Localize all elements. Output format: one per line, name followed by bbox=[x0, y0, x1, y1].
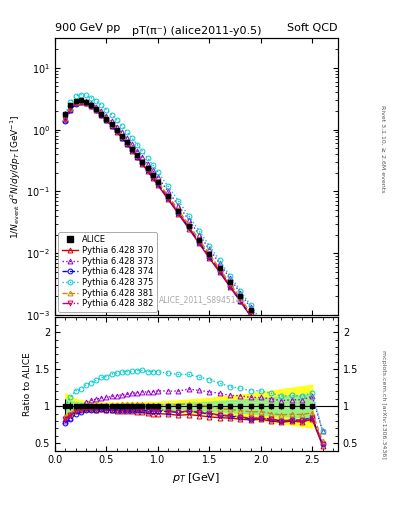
Text: ALICE_2011_S8945144: ALICE_2011_S8945144 bbox=[158, 295, 246, 304]
Legend: ALICE, Pythia 6.428 370, Pythia 6.428 373, Pythia 6.428 374, Pythia 6.428 375, P: ALICE, Pythia 6.428 370, Pythia 6.428 37… bbox=[58, 232, 156, 311]
Title: pT(π⁻) (alice2011-y0.5): pT(π⁻) (alice2011-y0.5) bbox=[132, 26, 261, 36]
Text: 900 GeV pp: 900 GeV pp bbox=[55, 23, 120, 33]
X-axis label: $p_T\;[\rm GeV]$: $p_T\;[\rm GeV]$ bbox=[173, 471, 220, 485]
Text: Soft QCD: Soft QCD bbox=[288, 23, 338, 33]
Y-axis label: Ratio to ALICE: Ratio to ALICE bbox=[23, 352, 32, 416]
Y-axis label: $1/N_{\rm event}\,d^2N/dy/dp_T\;[\rm GeV^{-1}]$: $1/N_{\rm event}\,d^2N/dy/dp_T\;[\rm GeV… bbox=[9, 115, 24, 239]
Text: Rivet 3.1.10, ≥ 2.6M events: Rivet 3.1.10, ≥ 2.6M events bbox=[381, 105, 386, 193]
Text: mcplots.cern.ch [arXiv:1306.3436]: mcplots.cern.ch [arXiv:1306.3436] bbox=[381, 350, 386, 458]
